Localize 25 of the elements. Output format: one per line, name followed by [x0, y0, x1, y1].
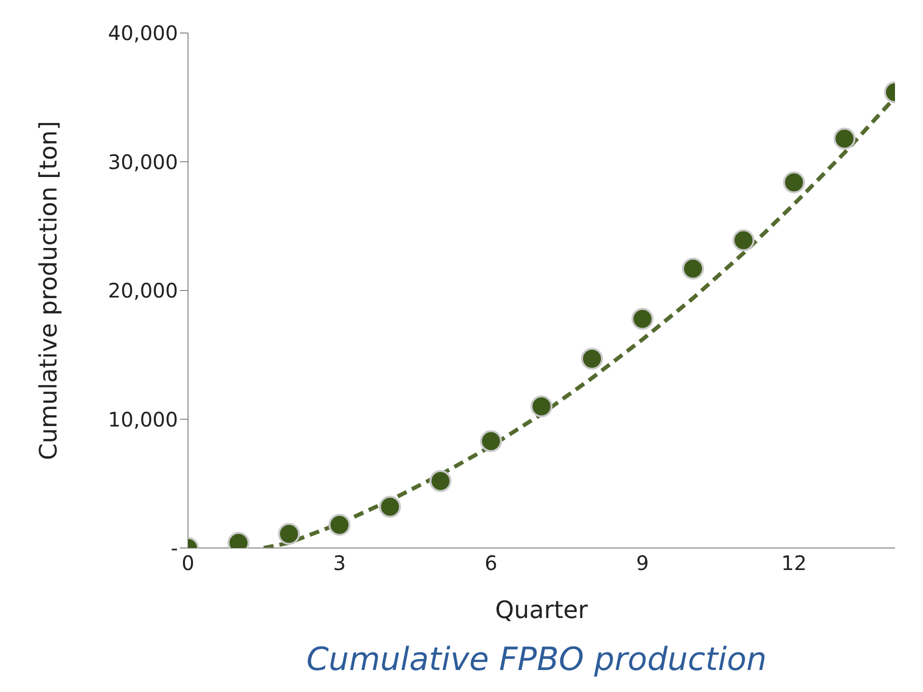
point	[682, 258, 704, 280]
point	[328, 514, 350, 536]
point	[834, 128, 856, 150]
y-axis-title: Cumulative production [ton]	[34, 120, 63, 460]
y-tick-label: 10,000	[108, 407, 178, 432]
y-tick-label: -	[170, 536, 178, 560]
point	[480, 430, 502, 452]
x-tick-label: 6	[484, 551, 498, 576]
x-tick-label: 3	[333, 551, 346, 576]
y-tick-label: 30,000	[108, 150, 178, 174]
x-tick-label: 12	[781, 551, 807, 576]
point	[530, 395, 552, 418]
point	[379, 496, 401, 518]
x-tick-label: 0	[182, 551, 194, 576]
text: Cumulative FPBO production	[305, 640, 768, 678]
point	[632, 308, 654, 330]
point	[581, 348, 603, 370]
x-axis-title: Quarter	[495, 596, 588, 624]
y-tick-label: 40,000	[108, 21, 178, 46]
point	[278, 522, 300, 545]
point	[732, 229, 754, 252]
point	[430, 470, 452, 492]
x-tick-label: 9	[636, 551, 649, 576]
y-tick-label: 20,000	[108, 278, 178, 303]
point	[783, 171, 805, 194]
